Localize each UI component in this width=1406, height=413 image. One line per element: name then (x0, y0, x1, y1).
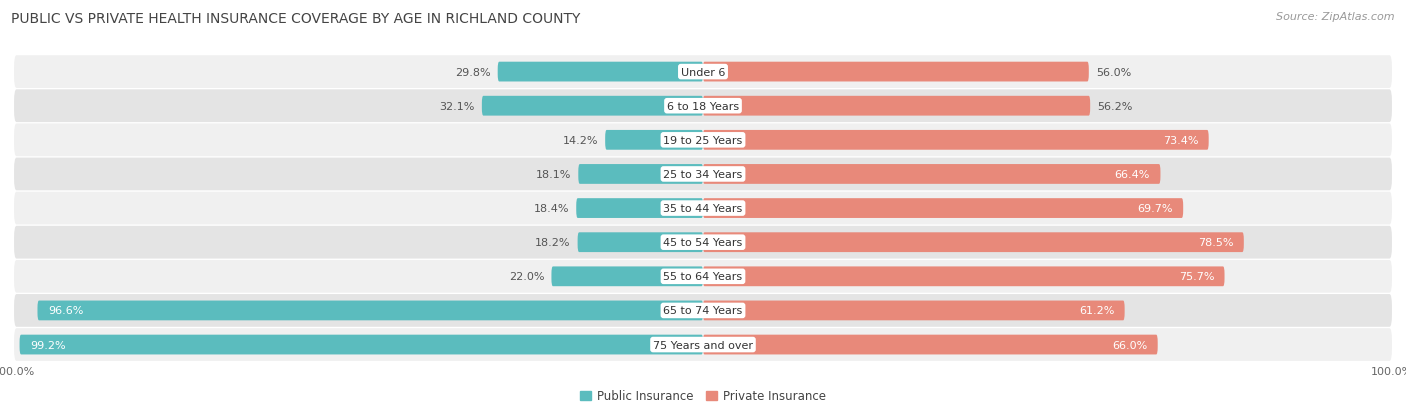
FancyBboxPatch shape (703, 233, 1244, 252)
FancyBboxPatch shape (20, 335, 703, 355)
Text: 56.2%: 56.2% (1097, 102, 1132, 112)
Text: 55 to 64 Years: 55 to 64 Years (664, 272, 742, 282)
Text: 96.6%: 96.6% (48, 306, 83, 316)
FancyBboxPatch shape (14, 56, 1392, 89)
FancyBboxPatch shape (578, 165, 703, 184)
Text: PUBLIC VS PRIVATE HEALTH INSURANCE COVERAGE BY AGE IN RICHLAND COUNTY: PUBLIC VS PRIVATE HEALTH INSURANCE COVER… (11, 12, 581, 26)
Text: Under 6: Under 6 (681, 67, 725, 77)
FancyBboxPatch shape (38, 301, 703, 320)
Text: 69.7%: 69.7% (1137, 204, 1173, 214)
FancyBboxPatch shape (576, 199, 703, 218)
FancyBboxPatch shape (14, 192, 1392, 225)
FancyBboxPatch shape (14, 226, 1392, 259)
Text: 66.4%: 66.4% (1115, 170, 1150, 180)
Text: 65 to 74 Years: 65 to 74 Years (664, 306, 742, 316)
FancyBboxPatch shape (703, 97, 1090, 116)
FancyBboxPatch shape (703, 301, 1125, 320)
Text: 32.1%: 32.1% (440, 102, 475, 112)
FancyBboxPatch shape (482, 97, 703, 116)
Text: 19 to 25 Years: 19 to 25 Years (664, 135, 742, 145)
FancyBboxPatch shape (14, 328, 1392, 361)
FancyBboxPatch shape (703, 199, 1184, 218)
Text: 61.2%: 61.2% (1078, 306, 1115, 316)
FancyBboxPatch shape (703, 165, 1160, 184)
FancyBboxPatch shape (14, 124, 1392, 157)
Text: 6 to 18 Years: 6 to 18 Years (666, 102, 740, 112)
Legend: Public Insurance, Private Insurance: Public Insurance, Private Insurance (575, 385, 831, 407)
FancyBboxPatch shape (14, 260, 1392, 293)
FancyBboxPatch shape (703, 335, 1157, 355)
Text: 78.5%: 78.5% (1198, 237, 1233, 247)
Text: 75 Years and over: 75 Years and over (652, 340, 754, 350)
Text: 99.2%: 99.2% (30, 340, 66, 350)
FancyBboxPatch shape (14, 158, 1392, 191)
FancyBboxPatch shape (703, 131, 1209, 150)
Text: 18.2%: 18.2% (536, 237, 571, 247)
FancyBboxPatch shape (703, 267, 1225, 287)
FancyBboxPatch shape (551, 267, 703, 287)
Text: 22.0%: 22.0% (509, 272, 544, 282)
Text: 35 to 44 Years: 35 to 44 Years (664, 204, 742, 214)
FancyBboxPatch shape (605, 131, 703, 150)
Text: Source: ZipAtlas.com: Source: ZipAtlas.com (1277, 12, 1395, 22)
Text: 66.0%: 66.0% (1112, 340, 1147, 350)
FancyBboxPatch shape (578, 233, 703, 252)
Text: 29.8%: 29.8% (456, 67, 491, 77)
Text: 45 to 54 Years: 45 to 54 Years (664, 237, 742, 247)
FancyBboxPatch shape (14, 294, 1392, 327)
Text: 18.4%: 18.4% (534, 204, 569, 214)
FancyBboxPatch shape (14, 90, 1392, 123)
Text: 75.7%: 75.7% (1178, 272, 1215, 282)
Text: 56.0%: 56.0% (1095, 67, 1130, 77)
FancyBboxPatch shape (703, 62, 1088, 82)
FancyBboxPatch shape (498, 62, 703, 82)
Text: 14.2%: 14.2% (562, 135, 599, 145)
Text: 18.1%: 18.1% (536, 170, 571, 180)
Text: 73.4%: 73.4% (1163, 135, 1198, 145)
Text: 25 to 34 Years: 25 to 34 Years (664, 170, 742, 180)
